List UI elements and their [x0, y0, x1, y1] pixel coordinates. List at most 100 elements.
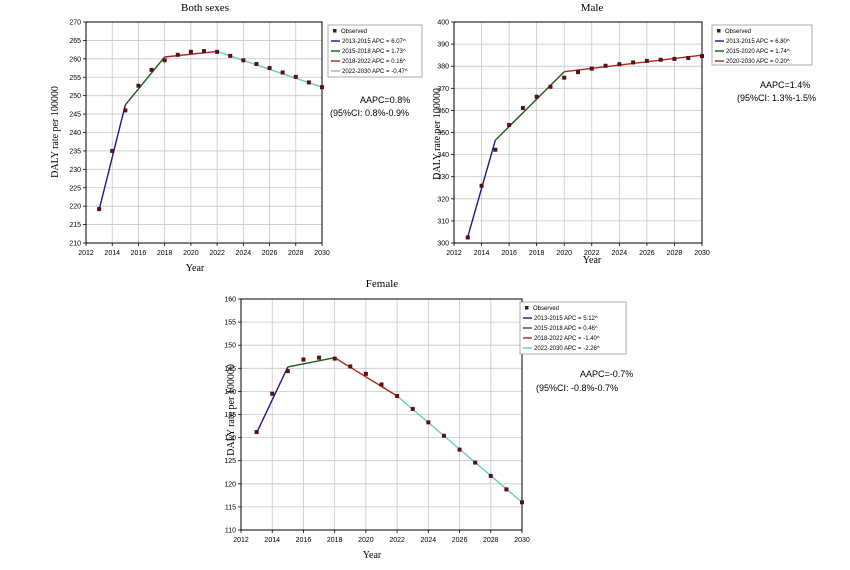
- x-tick-label: 2018: [327, 537, 343, 544]
- observed-point: [202, 49, 206, 54]
- y-tick-label: 340: [437, 152, 449, 159]
- observed-point: [280, 70, 285, 75]
- observed-point: [473, 460, 478, 465]
- fit-segment-3: [164, 50, 218, 58]
- legend-observed-marker: [333, 29, 337, 33]
- x-tick-label: 2028: [483, 537, 499, 544]
- y-tick-label: 265: [69, 38, 81, 45]
- legend-item-label: 2013-2015 APC = 6.80^: [726, 39, 790, 45]
- legend-observed-marker: [525, 306, 529, 310]
- observed-point: [317, 355, 322, 360]
- observed-point: [110, 148, 115, 153]
- y-tick-label: 150: [224, 343, 236, 350]
- x-tick-label: 2020: [183, 250, 199, 257]
- observed-point: [658, 57, 663, 62]
- y-tick-label: 215: [69, 222, 81, 229]
- aapc-label: AAPC=-0.7%: [580, 369, 633, 379]
- y-tick-label: 245: [69, 112, 81, 119]
- y-axis-label: DALY rate per 100000: [432, 88, 443, 180]
- y-tick-label: 380: [437, 64, 449, 71]
- y-tick-label: 300: [437, 241, 449, 248]
- y-tick-label: 360: [437, 108, 449, 115]
- x-axis-label: Year: [363, 550, 382, 561]
- observed-point: [493, 147, 498, 152]
- y-tick-label: 330: [437, 174, 449, 181]
- y-tick-label: 160: [224, 297, 236, 304]
- observed-point: [175, 52, 180, 57]
- observed-point: [548, 84, 553, 89]
- observed-point: [285, 369, 290, 374]
- legend-item-label: 2013-2015 APC = 6.07^: [342, 39, 406, 45]
- observed-point: [672, 56, 677, 61]
- aapc-ci-label: (95%CI: 1.3%-1.5%: [737, 93, 816, 103]
- legend-observed-label: Observed: [341, 29, 367, 35]
- observed-point: [97, 207, 102, 212]
- x-tick-label: 2018: [157, 250, 173, 257]
- chart-female: 2012 2014 2016 2018 2020 2022 2024 2026 2028 2030…: [224, 278, 633, 561]
- observed-point: [254, 430, 259, 435]
- y-axis-label: DALY rate per 100000: [226, 364, 237, 456]
- observed-point: [589, 66, 594, 71]
- x-tick-label: 2030: [694, 250, 710, 257]
- x-tick-label: 2026: [262, 250, 278, 257]
- x-axis-label: Year: [186, 263, 205, 274]
- x-tick-label: 2024: [612, 250, 628, 257]
- observed-point: [617, 62, 622, 67]
- observed-point: [479, 183, 484, 188]
- y-tick-label: 155: [224, 320, 236, 327]
- x-tick-label: 2028: [667, 250, 683, 257]
- observed-point: [457, 447, 462, 452]
- observed-point: [215, 49, 220, 54]
- observed-point: [320, 85, 324, 90]
- y-tick-label: 110: [225, 528, 236, 535]
- y-tick-label: 260: [69, 56, 81, 63]
- observed-point: [267, 66, 272, 71]
- observed-point: [631, 60, 636, 65]
- observed-point: [644, 58, 649, 63]
- observed-point: [507, 122, 512, 127]
- observed-point: [149, 67, 154, 72]
- y-tick-label: 235: [69, 148, 81, 155]
- x-tick-label: 2024: [421, 537, 437, 544]
- observed-point: [293, 74, 298, 79]
- y-tick-label: 310: [437, 218, 449, 225]
- fit-segment-2: [124, 56, 166, 106]
- legend-observed-label: Observed: [725, 29, 751, 35]
- y-tick-label: 350: [437, 130, 449, 137]
- legend-item-label: 2013-2015 APC = 5.12^: [534, 316, 598, 322]
- y-tick-label: 240: [69, 130, 81, 137]
- observed-point: [270, 391, 275, 396]
- legend-item-label: 2020-2030 APC = 0.20^: [726, 59, 790, 65]
- fit-segment-1: [98, 104, 127, 211]
- observed-point: [520, 500, 524, 505]
- observed-point: [162, 58, 167, 63]
- chart-title: Both sexes: [181, 2, 229, 14]
- observed-point: [363, 371, 368, 376]
- y-tick-label: 210: [69, 241, 81, 248]
- y-tick-label: 320: [437, 196, 449, 203]
- chart-title: Male: [581, 2, 604, 14]
- observed-point: [395, 394, 400, 399]
- observed-point: [465, 235, 470, 240]
- x-tick-label: 2020: [358, 537, 374, 544]
- x-tick-label: 2026: [452, 537, 468, 544]
- y-tick-label: 145: [224, 366, 236, 373]
- observed-point: [562, 75, 567, 80]
- legend-item-label: 2015-2018 APC = 0.46^: [534, 326, 598, 332]
- y-tick-label: 400: [437, 20, 449, 27]
- x-tick-label: 2022: [389, 537, 405, 544]
- y-tick-label: 140: [224, 389, 236, 396]
- x-tick-label: 2014: [264, 537, 280, 544]
- x-tick-label: 2026: [639, 250, 655, 257]
- x-tick-label: 2022: [209, 250, 225, 257]
- observed-point: [603, 63, 608, 68]
- x-tick-label: 2022: [584, 250, 600, 257]
- y-tick-label: 115: [225, 504, 236, 511]
- y-tick-label: 270: [69, 20, 81, 27]
- legend-item-label: 2015-2020 APC = 1.74^: [726, 49, 790, 55]
- fit-segment-2: [287, 356, 335, 368]
- x-tick-label: 2030: [314, 250, 330, 257]
- observed-point: [123, 108, 128, 113]
- fit-segment-3: [334, 357, 398, 397]
